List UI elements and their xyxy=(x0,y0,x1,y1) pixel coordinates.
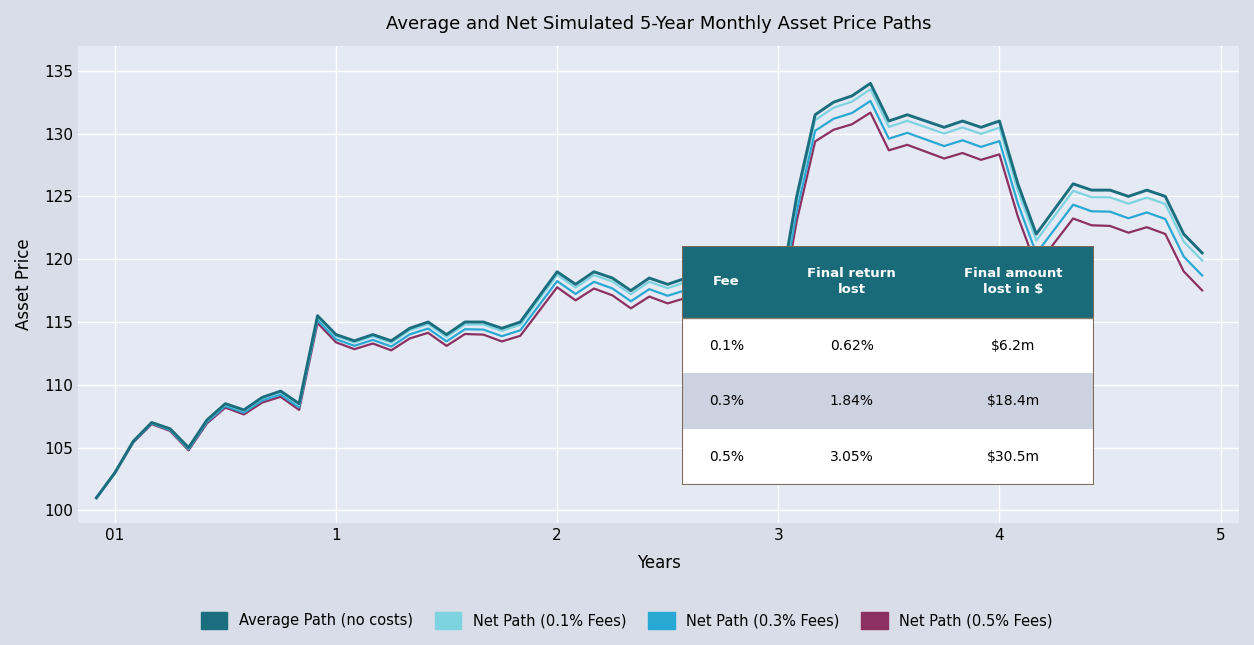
Net Path (0.3% Fees) xyxy=(863,97,878,105)
Net Path (0.5% Fees) xyxy=(475,331,490,339)
Title: Average and Net Simulated 5-Year Monthly Asset Price Paths: Average and Net Simulated 5-Year Monthly… xyxy=(386,15,932,33)
Text: 1.84%: 1.84% xyxy=(830,394,874,408)
Line: Net Path (0.5% Fees): Net Path (0.5% Fees) xyxy=(97,113,1203,498)
Text: Final return
lost: Final return lost xyxy=(808,268,897,297)
Text: 0.3%: 0.3% xyxy=(709,394,744,408)
Bar xyxy=(682,318,771,373)
Net Path (0.5% Fees) xyxy=(678,294,693,302)
Net Path (0.3% Fees) xyxy=(678,286,693,293)
Text: 0.5%: 0.5% xyxy=(709,450,744,464)
Net Path (0.5% Fees) xyxy=(863,109,878,117)
Text: Fee: Fee xyxy=(714,275,740,288)
Net Path (0.3% Fees) xyxy=(1066,201,1081,208)
Text: 0.62%: 0.62% xyxy=(830,339,874,353)
Text: $30.5m: $30.5m xyxy=(987,450,1040,464)
Average Path (no costs) xyxy=(310,312,325,319)
Net Path (0.3% Fees) xyxy=(310,316,325,324)
X-axis label: Years: Years xyxy=(637,554,681,572)
Average Path (no costs) xyxy=(475,318,490,326)
Bar xyxy=(682,246,771,318)
Text: $18.4m: $18.4m xyxy=(987,394,1040,408)
Average Path (no costs) xyxy=(89,494,104,502)
Bar xyxy=(933,373,1093,429)
Net Path (0.1% Fees) xyxy=(678,278,693,286)
Net Path (0.3% Fees) xyxy=(475,326,490,333)
Net Path (0.1% Fees) xyxy=(752,285,767,293)
Bar xyxy=(771,246,933,318)
Net Path (0.1% Fees) xyxy=(347,339,362,346)
Bar xyxy=(933,246,1093,318)
Net Path (0.5% Fees) xyxy=(310,319,325,327)
Average Path (no costs) xyxy=(347,337,362,344)
Net Path (0.1% Fees) xyxy=(89,494,104,502)
Bar xyxy=(771,429,933,485)
Line: Net Path (0.3% Fees): Net Path (0.3% Fees) xyxy=(97,101,1203,498)
Average Path (no costs) xyxy=(752,281,767,288)
Bar xyxy=(771,318,933,373)
Net Path (0.3% Fees) xyxy=(89,494,104,502)
Average Path (no costs) xyxy=(678,274,693,282)
Text: Final amount
lost in $: Final amount lost in $ xyxy=(964,268,1062,297)
Net Path (0.5% Fees) xyxy=(1066,215,1081,223)
Line: Average Path (no costs): Average Path (no costs) xyxy=(97,83,1203,498)
Net Path (0.1% Fees) xyxy=(863,85,878,93)
Net Path (0.1% Fees) xyxy=(1195,257,1210,264)
Net Path (0.3% Fees) xyxy=(347,342,362,350)
Net Path (0.5% Fees) xyxy=(752,303,767,310)
Net Path (0.1% Fees) xyxy=(310,313,325,321)
Text: 0.1%: 0.1% xyxy=(709,339,744,353)
Text: 3.05%: 3.05% xyxy=(830,450,874,464)
Bar xyxy=(771,373,933,429)
Net Path (0.3% Fees) xyxy=(752,293,767,301)
Line: Net Path (0.1% Fees): Net Path (0.1% Fees) xyxy=(97,89,1203,498)
Bar xyxy=(682,373,771,429)
Y-axis label: Asset Price: Asset Price xyxy=(15,239,33,330)
Net Path (0.3% Fees) xyxy=(1195,272,1210,279)
Net Path (0.5% Fees) xyxy=(1195,286,1210,294)
Legend: Average Path (no costs), Net Path (0.1% Fees), Net Path (0.3% Fees), Net Path (0: Average Path (no costs), Net Path (0.1% … xyxy=(196,606,1058,635)
Average Path (no costs) xyxy=(1195,249,1210,257)
Average Path (no costs) xyxy=(863,79,878,87)
Net Path (0.5% Fees) xyxy=(347,345,362,353)
Bar xyxy=(933,429,1093,485)
Average Path (no costs) xyxy=(1066,180,1081,188)
Text: $6.2m: $6.2m xyxy=(991,339,1036,353)
Net Path (0.5% Fees) xyxy=(89,494,104,502)
Bar xyxy=(682,429,771,485)
Net Path (0.1% Fees) xyxy=(1066,187,1081,195)
Net Path (0.1% Fees) xyxy=(475,321,490,328)
Bar xyxy=(933,318,1093,373)
